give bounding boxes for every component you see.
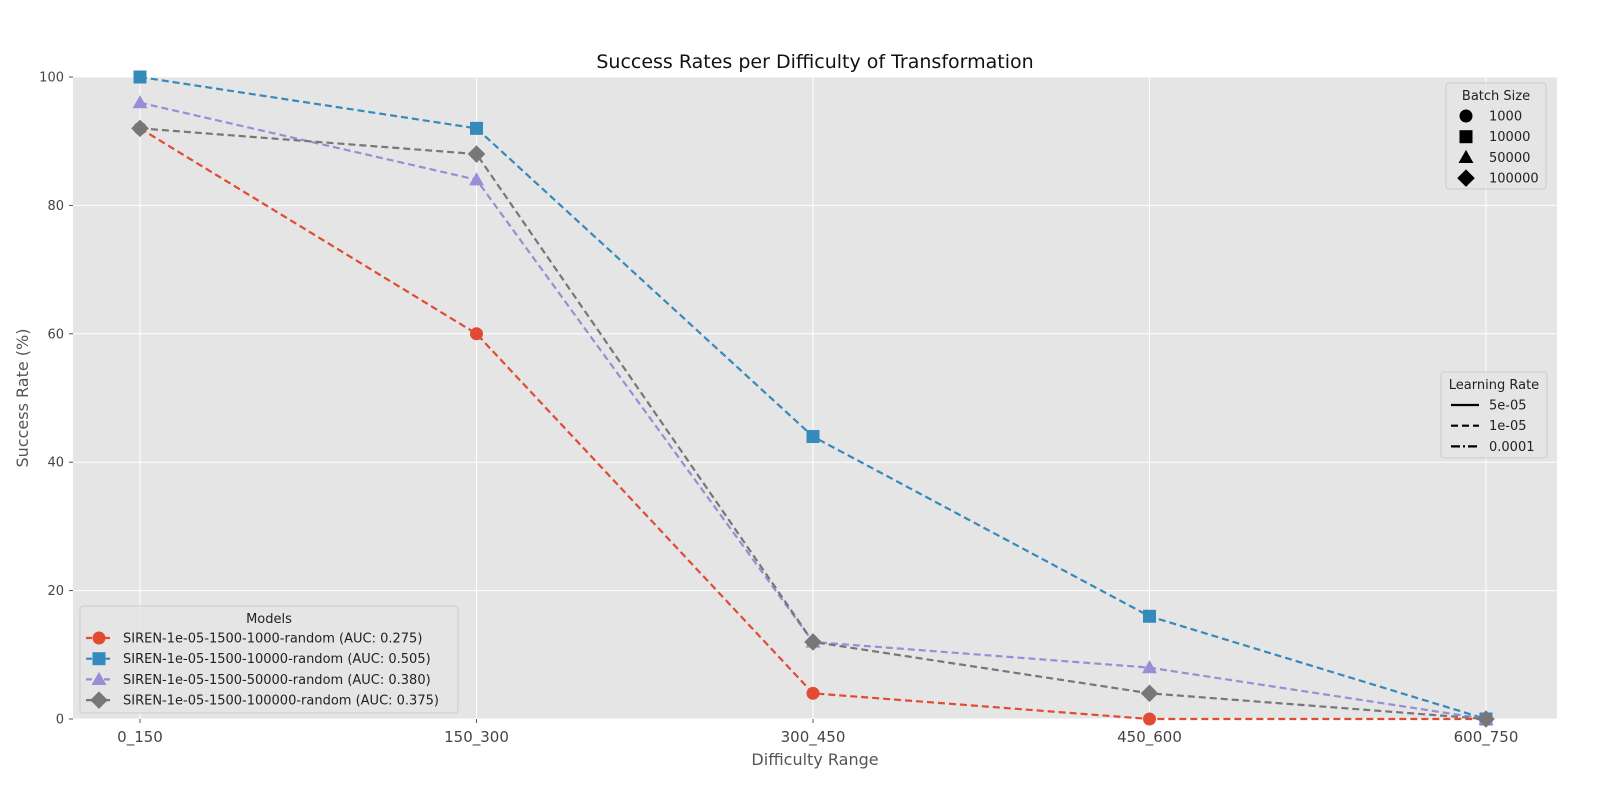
legend-batch-size-entry: 100000 [1457, 169, 1539, 187]
legend-models-entry: SIREN-1e-05-1500-100000-random (AUC: 0.3… [86, 691, 439, 709]
legend-learning-rate-entry: 5e-05 [1451, 399, 1527, 414]
data-point [806, 686, 820, 700]
data-point [469, 172, 484, 186]
data-point [133, 70, 147, 84]
data-point [1477, 710, 1495, 728]
legend-marker [1457, 169, 1475, 187]
x-tick-label: 450_600 [1117, 728, 1182, 747]
legend-models-label: SIREN-1e-05-1500-50000-random (AUC: 0.38… [123, 673, 431, 688]
data-point [467, 145, 486, 163]
data-point [1142, 660, 1157, 674]
legend-learning-rate-box [1440, 371, 1548, 459]
legend-batch-size-entry: 10000 [1459, 130, 1530, 145]
legend-models-entry: SIREN-1e-05-1500-1000-random (AUC: 0.275… [86, 631, 422, 647]
legend-marker [1459, 130, 1473, 144]
legend-learning-rate-label: 5e-05 [1489, 399, 1527, 414]
y-tick-label: 60 [47, 327, 64, 342]
legend-batch-size-label: 50000 [1489, 151, 1530, 166]
data-point [470, 327, 483, 341]
data-point [131, 119, 149, 138]
legend-models-entry: SIREN-1e-05-1500-50000-random (AUC: 0.38… [86, 671, 431, 688]
legend-batch-size-entry: 50000 [1458, 149, 1530, 166]
legend-marker [1458, 149, 1474, 164]
data-point [1143, 609, 1156, 623]
legend-models-title: Models [246, 612, 292, 627]
legend-batch-size-label: 1000 [1489, 110, 1522, 125]
x-tick-label: 150_300 [444, 728, 509, 747]
legend-batch-size: Batch Size 1000 10000 50000 100000 [1445, 82, 1547, 190]
x-tick-label: 0_150 [117, 728, 163, 747]
legend-learning-rate-label: 0.0001 [1489, 440, 1535, 455]
legend-batch-size-entry: 1000 [1459, 109, 1522, 125]
y-tick-label: 80 [47, 199, 64, 214]
legend-batch-size-label: 10000 [1489, 130, 1530, 145]
legend-marker [90, 691, 108, 709]
legend-learning-rate-title: Learning Rate [1449, 378, 1539, 393]
y-axis-label: Success Rate (%) [13, 329, 32, 468]
legend-models-label: SIREN-1e-05-1500-10000-random (AUC: 0.50… [123, 652, 431, 667]
data-point [1143, 712, 1156, 726]
legend-batch-size-title: Batch Size [1462, 89, 1530, 104]
legend-learning-rate-label: 1e-05 [1489, 419, 1527, 434]
x-tick-label: 600_750 [1454, 728, 1519, 747]
legend-learning-rate-entry: 1e-05 [1451, 419, 1527, 434]
legend-learning-rate-entry: 0.0001 [1451, 440, 1535, 455]
legend-batch-size-label: 100000 [1489, 172, 1539, 187]
legend-models-label: SIREN-1e-05-1500-1000-random (AUC: 0.275… [123, 632, 422, 647]
axes: 0 20 40 60 80 100 0_150 150_300 300_450 450_600 60… [39, 71, 1518, 748]
data-point [132, 95, 148, 109]
legend-models-label: SIREN-1e-05-1500-100000-random (AUC: 0.3… [123, 694, 439, 709]
series-layer [131, 70, 1495, 728]
legend-marker [91, 671, 107, 686]
y-tick-label: 20 [47, 584, 64, 599]
data-point [806, 430, 820, 444]
legend-models-box [79, 605, 459, 714]
series-4 [131, 119, 1495, 728]
legend-models: Models SIREN-1e-05-1500-1000-random (AUC… [79, 605, 459, 714]
y-tick-label: 40 [47, 456, 64, 471]
y-tick-label: 100 [39, 71, 64, 86]
legend-marker [92, 631, 106, 645]
data-point [804, 633, 822, 651]
x-tick-label: 300_450 [781, 728, 846, 747]
x-axis-label: Difficulty Range [751, 750, 878, 769]
data-point [470, 121, 483, 135]
legend-marker [92, 652, 106, 666]
data-point [1140, 684, 1159, 703]
legend-marker [1459, 109, 1473, 123]
legend-models-entry: SIREN-1e-05-1500-10000-random (AUC: 0.50… [86, 652, 431, 667]
y-tick-label: 0 [56, 713, 64, 728]
chart-title: Success Rates per Difficulty of Transfor… [596, 51, 1033, 73]
legend-learning-rate: Learning Rate 5e-05 1e-05 0.0001 [1440, 371, 1548, 459]
